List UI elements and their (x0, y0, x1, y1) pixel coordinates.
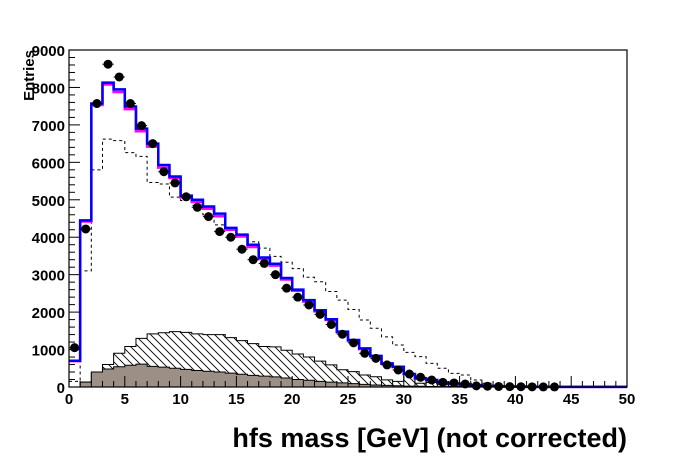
axes: 0 1000 2000 3000 4000 5000 6000 7000 8000 9000 0 5 1… (32, 43, 636, 408)
y-tick-label: 2000 (32, 305, 65, 322)
data-point (315, 309, 325, 319)
y-tick-label: 6000 (32, 155, 65, 172)
data-point (170, 178, 180, 188)
x-tick-label: 50 (619, 391, 636, 408)
data-point (304, 300, 314, 310)
data-point (393, 365, 403, 375)
x-tick-label: 0 (65, 391, 73, 408)
data-point (270, 270, 280, 280)
data-point (81, 224, 91, 234)
plot-marks (69, 59, 627, 392)
data-point (382, 360, 392, 370)
data-point (360, 348, 370, 358)
data-point (103, 59, 113, 69)
x-tick-label: 5 (121, 391, 129, 408)
y-tick-label: 4000 (32, 230, 65, 247)
data-point (70, 343, 80, 353)
data-point (192, 202, 202, 212)
data-point (404, 369, 414, 379)
data-point (471, 381, 481, 391)
data-point (371, 353, 381, 363)
y-tick-label: 1000 (32, 343, 65, 360)
x-tick-label: 40 (507, 391, 524, 408)
data-point (337, 329, 347, 339)
data-point (215, 227, 225, 237)
x-tick-label: 25 (340, 391, 357, 408)
data-point (293, 292, 303, 302)
x-axis-title: hfs mass [GeV] (not corrected) (232, 423, 627, 453)
x-tick-label: 15 (228, 391, 245, 408)
x-tick-label: 30 (395, 391, 412, 408)
data-points (69, 59, 561, 392)
data-point (460, 379, 470, 389)
data-point (181, 192, 191, 202)
data-point (125, 99, 135, 109)
data-point (449, 378, 459, 388)
data-point (427, 375, 437, 385)
y-tick-label: 0 (57, 380, 65, 397)
x-tick-label: 45 (563, 391, 580, 408)
data-point (416, 372, 426, 382)
data-point (326, 319, 336, 329)
data-point (483, 381, 492, 391)
data-point (137, 121, 147, 131)
y-tick-label: 5000 (32, 193, 65, 210)
data-point (159, 167, 169, 177)
data-point (114, 72, 124, 82)
data-point (204, 212, 213, 222)
data-point (282, 283, 292, 293)
y-tick-label: 3000 (32, 268, 65, 285)
y-tick-label: 7000 (32, 118, 65, 135)
y-tick-label: 9000 (32, 43, 65, 60)
data-point (148, 139, 158, 149)
y-axis-title: Entries (21, 50, 38, 101)
x-tick-label: 35 (451, 391, 468, 408)
data-point (92, 99, 102, 109)
x-tick-label: 10 (172, 391, 189, 408)
data-point (237, 244, 247, 254)
data-point (349, 338, 359, 348)
data-point (259, 258, 269, 268)
y-tick-label: 8000 (32, 80, 65, 97)
x-tick-label: 20 (284, 391, 301, 408)
data-point (226, 232, 236, 242)
data-point (248, 255, 258, 265)
data-point (438, 377, 448, 387)
